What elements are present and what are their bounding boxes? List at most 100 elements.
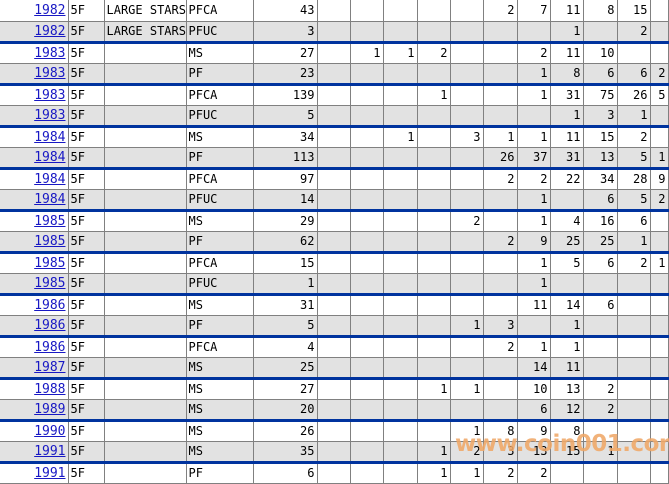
cell-year[interactable]: 1985 <box>0 273 69 296</box>
cell-grade-count: 5 <box>650 84 669 106</box>
cell-grade-count <box>350 126 384 148</box>
cell-grade-count: 8 <box>583 0 618 22</box>
cell-grade-count <box>450 294 484 316</box>
cell-grade-count <box>383 336 418 358</box>
cell-year[interactable]: 1983 <box>0 42 69 64</box>
year-link[interactable]: 1986 <box>34 339 66 355</box>
cell-grade-count: 1 <box>550 105 584 128</box>
cell-year[interactable]: 1991 <box>0 462 69 484</box>
cell-grade-count: 1 <box>417 462 451 484</box>
cell-grade: PF <box>186 147 254 170</box>
cell-grade-count <box>583 462 618 484</box>
cell-grade-count <box>617 420 651 442</box>
cell-grade-count: 7 <box>517 0 551 22</box>
year-link[interactable]: 1986 <box>34 317 66 333</box>
cell-year[interactable]: 1982 <box>0 21 69 44</box>
cell-year[interactable]: 1990 <box>0 420 69 442</box>
cell-count: 29 <box>253 210 318 232</box>
year-link[interactable]: 1985 <box>34 233 66 249</box>
cell-year[interactable]: 1986 <box>0 336 69 358</box>
cell-grade-count: 14 <box>550 294 584 316</box>
cell-variety <box>104 231 187 254</box>
cell-count: 34 <box>253 126 318 148</box>
cell-year[interactable]: 1984 <box>0 168 69 190</box>
cell-grade-count: 6 <box>583 189 618 212</box>
cell-mint: 5F <box>68 21 105 44</box>
cell-year[interactable]: 1983 <box>0 84 69 106</box>
year-link[interactable]: 1985 <box>34 275 66 291</box>
table-row: 1986 5F MS 31 11 14 6 <box>0 294 669 316</box>
cell-grade-count: 31 <box>550 147 584 170</box>
cell-year[interactable]: 1986 <box>0 315 69 338</box>
cell-count: 15 <box>253 252 318 274</box>
cell-grade-count: 3 <box>583 105 618 128</box>
cell-grade-count <box>550 189 584 212</box>
cell-year[interactable]: 1982 <box>0 0 69 22</box>
cell-grade-count: 2 <box>483 0 518 22</box>
year-link[interactable]: 1984 <box>34 129 66 145</box>
cell-grade-count: 1 <box>517 273 551 296</box>
cell-grade-count <box>317 42 351 64</box>
cell-grade-count <box>350 462 384 484</box>
cell-grade-count: 1 <box>517 126 551 148</box>
table-row: 1991 5F PF 6 1 1 2 2 <box>0 462 669 484</box>
cell-year[interactable]: 1983 <box>0 105 69 128</box>
cell-year[interactable]: 1984 <box>0 126 69 148</box>
cell-year[interactable]: 1984 <box>0 147 69 170</box>
year-link[interactable]: 1986 <box>34 297 66 313</box>
cell-year[interactable]: 1985 <box>0 210 69 232</box>
year-link[interactable]: 1991 <box>34 465 66 481</box>
cell-year[interactable]: 1988 <box>0 378 69 400</box>
cell-variety <box>104 273 187 296</box>
year-link[interactable]: 1982 <box>34 23 66 39</box>
year-link[interactable]: 1983 <box>34 107 66 123</box>
year-link[interactable]: 1985 <box>34 213 66 229</box>
cell-mint: 5F <box>68 63 105 86</box>
cell-year[interactable]: 1991 <box>0 441 69 464</box>
cell-year[interactable]: 1985 <box>0 252 69 274</box>
year-link[interactable]: 1983 <box>34 45 66 61</box>
cell-grade-count: 31 <box>550 84 584 106</box>
cell-grade-count <box>383 273 418 296</box>
cell-grade-count <box>650 462 669 484</box>
cell-grade-count <box>417 147 451 170</box>
cell-variety <box>104 42 187 64</box>
year-link[interactable]: 1989 <box>34 401 66 417</box>
cell-year[interactable]: 1986 <box>0 294 69 316</box>
year-link[interactable]: 1991 <box>34 443 66 459</box>
year-link[interactable]: 1982 <box>34 2 66 18</box>
cell-grade-count: 1 <box>517 189 551 212</box>
cell-grade-count <box>317 84 351 106</box>
cell-grade: PF <box>186 315 254 338</box>
cell-grade-count <box>317 273 351 296</box>
cell-grade-count <box>650 0 669 22</box>
year-link[interactable]: 1988 <box>34 381 66 397</box>
table-row: 1986 5F PF 5 1 3 1 <box>0 315 669 338</box>
cell-grade-count <box>483 189 518 212</box>
year-link[interactable]: 1987 <box>34 359 66 375</box>
year-link[interactable]: 1985 <box>34 255 66 271</box>
cell-grade-count: 11 <box>550 357 584 380</box>
table-row: 1984 5F PF 113 26 37 31 13 5 1 <box>0 147 669 170</box>
year-link[interactable]: 1983 <box>34 87 66 103</box>
year-link[interactable]: 1990 <box>34 423 66 439</box>
cell-count: 4 <box>253 336 318 358</box>
cell-year[interactable]: 1985 <box>0 231 69 254</box>
cell-count: 14 <box>253 189 318 212</box>
year-link[interactable]: 1984 <box>34 191 66 207</box>
cell-count: 26 <box>253 420 318 442</box>
cell-year[interactable]: 1984 <box>0 189 69 212</box>
cell-count: 23 <box>253 63 318 86</box>
cell-grade-count <box>417 399 451 422</box>
cell-grade-count <box>550 273 584 296</box>
year-link[interactable]: 1984 <box>34 171 66 187</box>
cell-grade-count: 1 <box>417 441 451 464</box>
year-link[interactable]: 1983 <box>34 65 66 81</box>
cell-year[interactable]: 1989 <box>0 399 69 422</box>
cell-variety <box>104 126 187 148</box>
cell-year[interactable]: 1987 <box>0 357 69 380</box>
year-link[interactable]: 1984 <box>34 149 66 165</box>
cell-year[interactable]: 1983 <box>0 63 69 86</box>
cell-grade-count <box>417 126 451 148</box>
cell-count: 3 <box>253 21 318 44</box>
